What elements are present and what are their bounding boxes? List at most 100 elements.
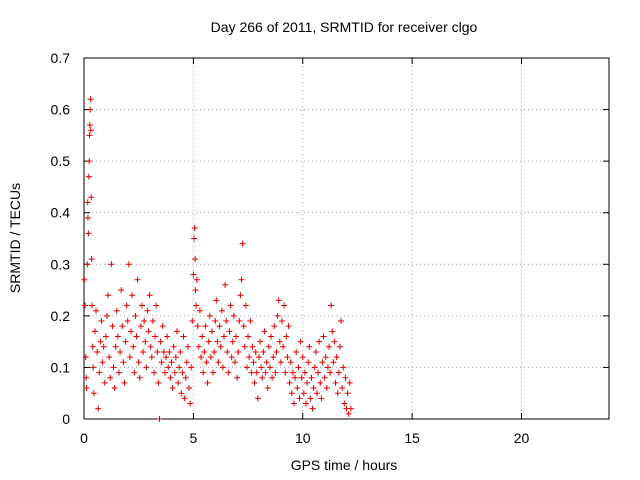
- x-tick-label: 5: [189, 430, 197, 446]
- data-point: [186, 385, 192, 392]
- data-point: [199, 333, 206, 340]
- data-point: [204, 379, 211, 386]
- data-point: [329, 328, 336, 335]
- data-point: [110, 364, 117, 371]
- data-point: [111, 385, 118, 392]
- data-point: [129, 292, 136, 299]
- data-point: [275, 297, 282, 304]
- data-point: [321, 374, 328, 381]
- data-point: [146, 292, 153, 299]
- data-point: [153, 302, 160, 309]
- data-point: [88, 256, 95, 263]
- data-point: [113, 307, 120, 314]
- data-point: [336, 343, 343, 350]
- data-point: [118, 287, 125, 294]
- data-point: [347, 405, 354, 412]
- data-point: [208, 328, 215, 335]
- y-tick-label: 0: [62, 411, 70, 427]
- data-point: [161, 369, 168, 376]
- data-point: [241, 343, 248, 350]
- data-point: [242, 302, 249, 309]
- data-point: [112, 343, 119, 350]
- data-point: [291, 400, 297, 407]
- data-point: [189, 318, 196, 325]
- data-point: [206, 312, 213, 319]
- data-point: [315, 369, 322, 376]
- data-point: [224, 348, 231, 355]
- data-point: [230, 312, 237, 319]
- data-point: [87, 96, 94, 103]
- data-point: [176, 364, 183, 371]
- data-point: [132, 312, 139, 319]
- data-point: [203, 359, 210, 366]
- data-point: [328, 302, 335, 309]
- data-point: [313, 390, 320, 397]
- data-point: [124, 318, 131, 325]
- data-point: [335, 369, 342, 376]
- data-point: [324, 364, 331, 371]
- data-point: [166, 348, 173, 355]
- data-point: [231, 359, 238, 366]
- data-point: [233, 333, 240, 340]
- data-point: [265, 343, 272, 350]
- data-point: [326, 343, 332, 350]
- data-point: [266, 364, 273, 371]
- data-point: [145, 328, 152, 335]
- data-point: [333, 354, 340, 361]
- data-point: [345, 410, 352, 417]
- data-point: [91, 328, 98, 335]
- data-point: [216, 323, 223, 330]
- data-point: [181, 395, 188, 402]
- data-point: [84, 199, 91, 206]
- data-point: [94, 348, 101, 355]
- data-point: [264, 385, 271, 392]
- data-point: [289, 369, 296, 376]
- x-axis-label: GPS time / hours: [291, 457, 398, 473]
- data-point: [128, 328, 135, 335]
- data-point: [182, 374, 189, 381]
- data-point: [238, 276, 245, 283]
- data-point: [175, 379, 182, 386]
- data-point: [330, 359, 337, 366]
- data-point: [187, 400, 194, 407]
- data-point: [247, 318, 254, 325]
- data-point: [160, 348, 167, 355]
- data-point: [281, 302, 288, 309]
- data-point: [257, 338, 264, 345]
- data-point: [137, 323, 144, 330]
- data-point: [210, 369, 217, 376]
- data-point: [304, 379, 311, 386]
- data-point: [342, 374, 349, 381]
- data-point: [303, 400, 310, 407]
- data-point: [292, 374, 299, 381]
- data-point: [140, 348, 147, 355]
- data-point: [84, 261, 91, 268]
- data-point: [138, 302, 145, 309]
- data-point: [143, 364, 150, 371]
- y-tick-label: 0.4: [51, 205, 71, 221]
- data-point: [163, 354, 170, 361]
- data-point: [93, 307, 100, 314]
- data-point: [207, 354, 214, 361]
- axis-ticks: 0 0.1 0.2 0.3 0.4 0.5 0.6 0.7 0 5 10 15 20: [51, 50, 609, 446]
- data-point: [148, 354, 155, 361]
- data-point: [239, 240, 246, 247]
- data-point: [96, 369, 103, 376]
- data-point: [102, 333, 109, 340]
- data-point: [226, 328, 233, 335]
- y-tick-label: 0.7: [51, 50, 71, 66]
- data-point: [212, 318, 219, 325]
- data-point: [191, 225, 198, 232]
- data-point: [122, 338, 129, 345]
- data-point: [196, 307, 203, 314]
- data-point: [89, 302, 96, 309]
- data-point: [106, 354, 113, 361]
- chart-title: Day 266 of 2011, SRMTID for receiver clg…: [211, 19, 478, 35]
- data-point: [250, 359, 257, 366]
- data-point: [165, 364, 172, 371]
- data-point: [318, 395, 325, 402]
- data-point: [334, 390, 341, 397]
- data-point: [282, 369, 289, 376]
- data-point: [117, 348, 124, 355]
- data-point: [251, 379, 258, 386]
